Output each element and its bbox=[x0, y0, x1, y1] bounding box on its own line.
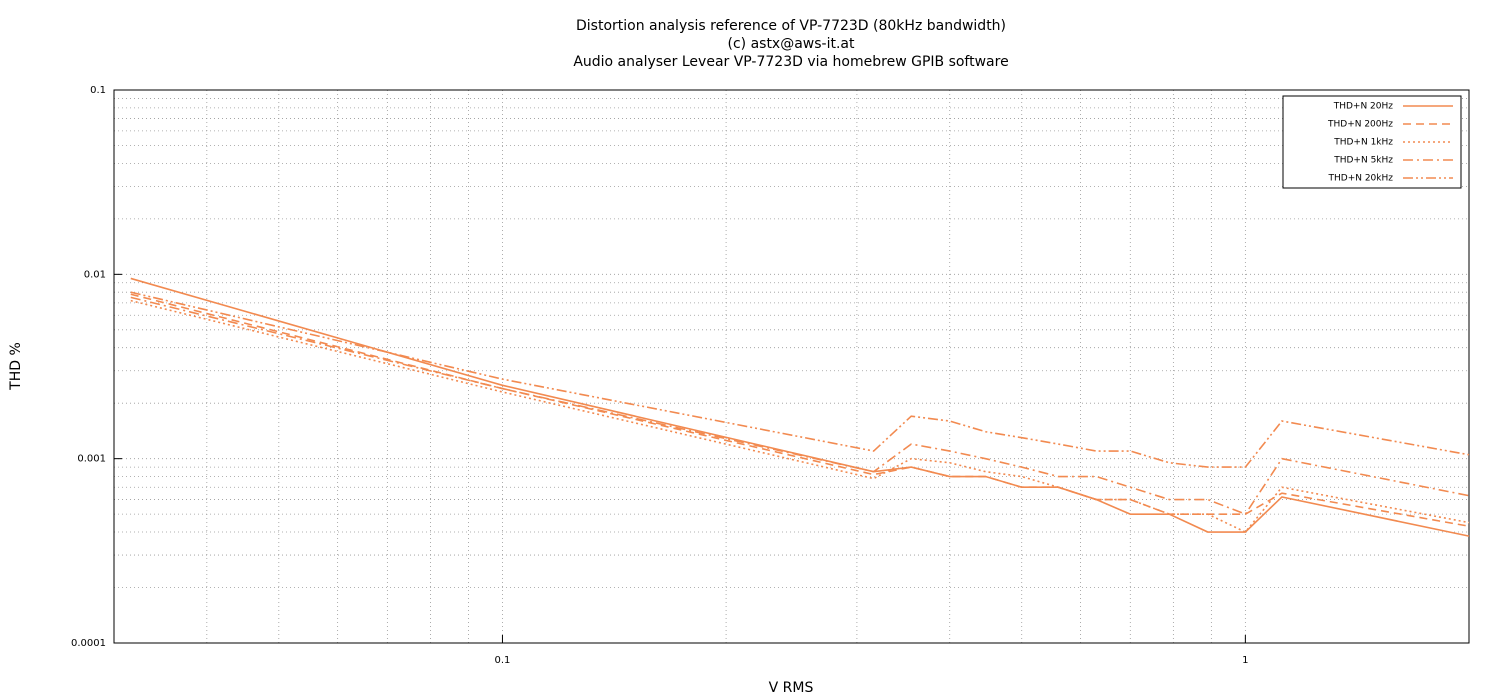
x-tick-label: 0.1 bbox=[494, 655, 510, 666]
data-line bbox=[130, 277, 1470, 537]
data-line bbox=[130, 299, 1470, 534]
y-tick-label: 0.0001 bbox=[71, 638, 106, 649]
data-line bbox=[130, 296, 1470, 516]
x-tick-label: 1 bbox=[1242, 655, 1248, 666]
y-tick-label: 0.01 bbox=[84, 269, 106, 280]
data-line bbox=[130, 293, 1470, 528]
chart-subtitle: Audio analyser Levear VP-7723D via homeb… bbox=[573, 54, 1008, 70]
legend-box bbox=[1282, 95, 1462, 189]
y-axis-label: THD % bbox=[8, 342, 24, 391]
legend-label: THD+N 5kHz bbox=[1333, 156, 1393, 166]
chart-subtitle: (c) astx@aws-it.at bbox=[728, 36, 856, 52]
legend-label: THD+N 1kHz bbox=[1333, 138, 1393, 148]
legend-label: THD+N 200Hz bbox=[1327, 120, 1393, 130]
data-line bbox=[130, 291, 1470, 468]
x-axis-label: V RMS bbox=[769, 680, 814, 696]
legend-label: THD+N 20Hz bbox=[1333, 102, 1394, 112]
y-tick-label: 0.1 bbox=[90, 85, 106, 96]
chart-title: Distortion analysis reference of VP-7723… bbox=[576, 18, 1006, 34]
legend-label: THD+N 20kHz bbox=[1328, 174, 1394, 184]
y-tick-label: 0.001 bbox=[77, 454, 106, 465]
plot-frame bbox=[113, 89, 1470, 644]
